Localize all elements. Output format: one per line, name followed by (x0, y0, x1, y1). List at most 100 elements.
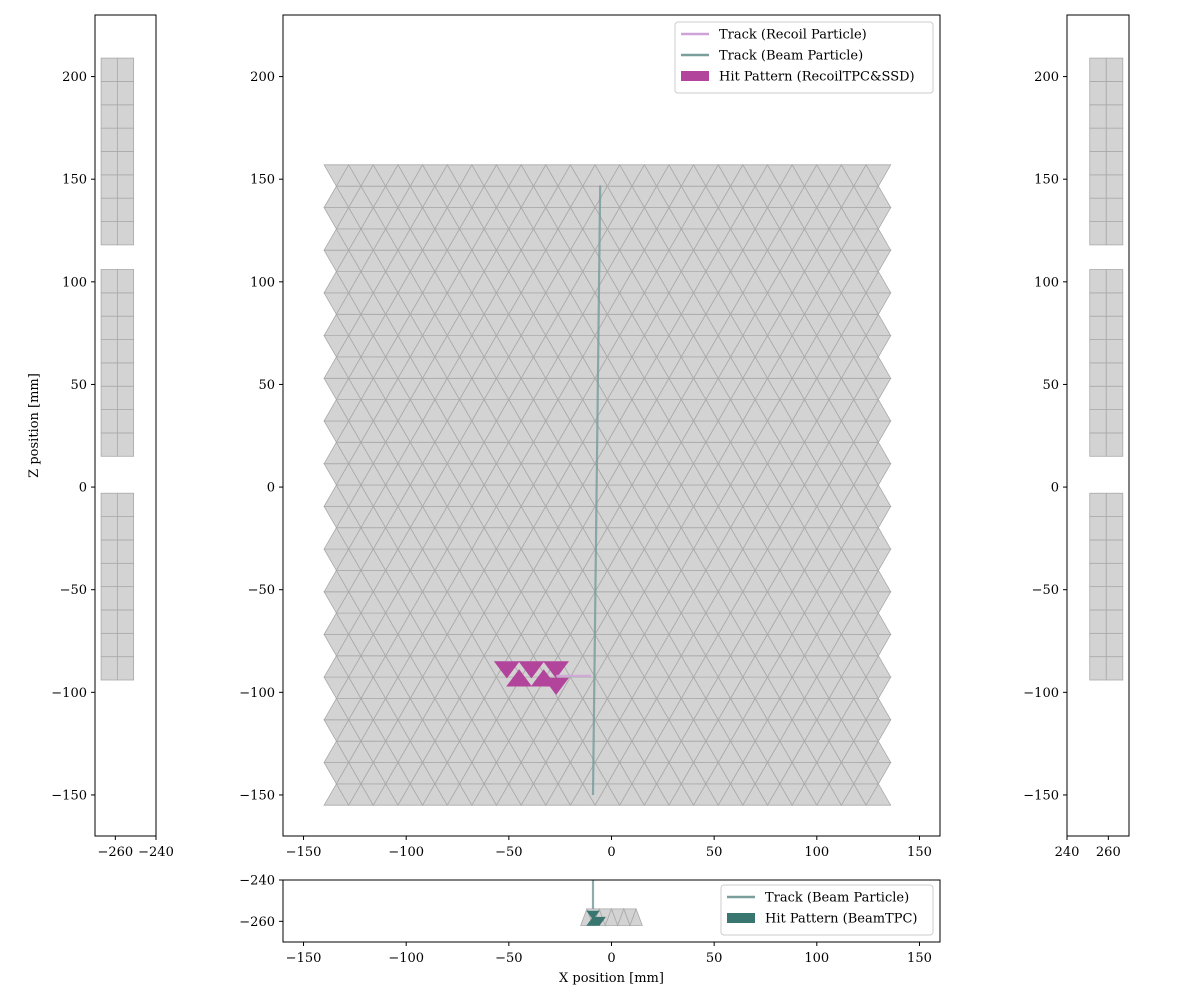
x-tick-label: 0 (607, 951, 615, 966)
pad-cell (865, 612, 892, 635)
ssd-strip (116, 81, 135, 106)
ssd-strip (116, 516, 135, 541)
ssd-strip (100, 269, 118, 294)
ssd-strip (1089, 409, 1107, 434)
ssd-strip (1089, 57, 1107, 82)
y-axis-label: Z position [mm] (27, 373, 42, 478)
ssd-strip (100, 81, 118, 106)
legend-swatch-patch (681, 71, 709, 81)
ssd-strip (116, 292, 135, 317)
ssd-strip (116, 656, 135, 681)
y-tick-label: −100 (1023, 686, 1059, 701)
ssd-strip (100, 656, 118, 681)
ssd-strip (116, 197, 135, 222)
ssd-strip (1105, 81, 1124, 106)
ssd-strip (1089, 656, 1107, 681)
ssd-strip (116, 269, 135, 294)
ssd-strip (1089, 362, 1107, 387)
x-tick-label: −240 (138, 845, 174, 860)
y-tick-label: 0 (79, 481, 87, 496)
x-tick-label: 260 (1096, 845, 1121, 860)
legend-entry-label: Track (Recoil Particle) (719, 28, 867, 43)
ssd-strip (1105, 492, 1124, 517)
ssd-strip (1089, 432, 1107, 457)
ssd-strip (1089, 492, 1107, 517)
pad-cell (865, 185, 892, 208)
x-tick-label: 100 (804, 845, 829, 860)
ssd-strip (1105, 586, 1124, 611)
ssd-strip (100, 432, 118, 457)
ssd-strip (116, 174, 135, 199)
ssd-strip (1089, 292, 1107, 317)
ssd-strip (1089, 562, 1107, 588)
pad-cell (865, 228, 892, 251)
legend: Track (Recoil Particle) Track (Beam Parti… (674, 21, 934, 94)
x-tick-label: −150 (286, 951, 322, 966)
x-tick-label: 240 (1055, 845, 1080, 860)
right-ssd-area (1089, 57, 1124, 681)
ssd-strip (1089, 104, 1107, 129)
ssd-strip (100, 197, 118, 222)
legend-entry-label: Hit Pattern (BeamTPC) (765, 912, 917, 927)
y-tick-label: 50 (70, 378, 87, 393)
y-tick-label: −50 (60, 583, 87, 598)
x-tick-label: 50 (706, 951, 723, 966)
pad-cell (865, 356, 892, 379)
ssd-strip (116, 151, 135, 176)
ssd-strip (1105, 127, 1124, 152)
ssd-strip (100, 539, 118, 564)
y-tick-label: −100 (239, 686, 275, 701)
hit-cell (592, 916, 606, 927)
ssd-strip (100, 315, 118, 340)
ssd-strip (1105, 104, 1124, 129)
ssd-strip (1105, 269, 1124, 294)
ssd-strip (100, 104, 118, 129)
ssd-strip (1089, 269, 1107, 294)
pad-cell (865, 655, 892, 678)
legend-entry-label: Hit Pattern (RecoilTPC&SSD) (719, 70, 915, 85)
ssd-strip (1089, 315, 1107, 340)
ssd-strip (100, 632, 118, 658)
left-ssd-area (100, 57, 135, 681)
hit-cell (506, 669, 532, 687)
ssd-strip (1105, 197, 1124, 222)
ssd-strip (100, 339, 118, 364)
ssd-strip (1105, 221, 1124, 246)
y-tick-label: 0 (267, 481, 275, 496)
main-plot-area (323, 163, 892, 806)
ssd-strip (100, 516, 118, 541)
ssd-strip (1105, 432, 1124, 457)
x-tick-label: −50 (495, 845, 522, 860)
y-tick-label: 200 (1034, 70, 1059, 85)
y-tick-label: 200 (250, 70, 275, 85)
ssd-strip (116, 409, 135, 434)
ssd-strip (1105, 292, 1124, 317)
y-tick-label: −150 (1023, 788, 1059, 803)
ssd-strip (1089, 221, 1107, 246)
legend-entry-label: Track (Beam Particle) (719, 49, 863, 64)
y-tick-label: −50 (1032, 583, 1059, 598)
ssd-strip (116, 57, 135, 82)
x-axis-label: X position [mm] (559, 971, 664, 986)
ssd-strip (1089, 609, 1107, 634)
ssd-strip (1105, 562, 1124, 588)
ssd-strip (1105, 516, 1124, 541)
pad-cell (865, 313, 892, 337)
legend-frame (720, 884, 934, 936)
x-tick-label: 150 (907, 845, 932, 860)
ssd-strip (1089, 385, 1107, 410)
ssd-strip (1105, 632, 1124, 658)
x-tick-label: 0 (607, 845, 615, 860)
y-tick-label: 50 (258, 378, 275, 393)
ssd-strip (116, 104, 135, 129)
ssd-strip (100, 174, 118, 199)
right-axes-frame (1066, 14, 1130, 837)
ssd-strip (1105, 151, 1124, 176)
ssd-strip (1089, 174, 1107, 199)
y-tick-label: 150 (62, 173, 87, 188)
x-tick-label: −50 (495, 951, 522, 966)
ssd-strip (100, 385, 118, 410)
ssd-strip (116, 586, 135, 611)
legend-entry-label: Track (Beam Particle) (765, 891, 909, 906)
ssd-strip (100, 362, 118, 387)
